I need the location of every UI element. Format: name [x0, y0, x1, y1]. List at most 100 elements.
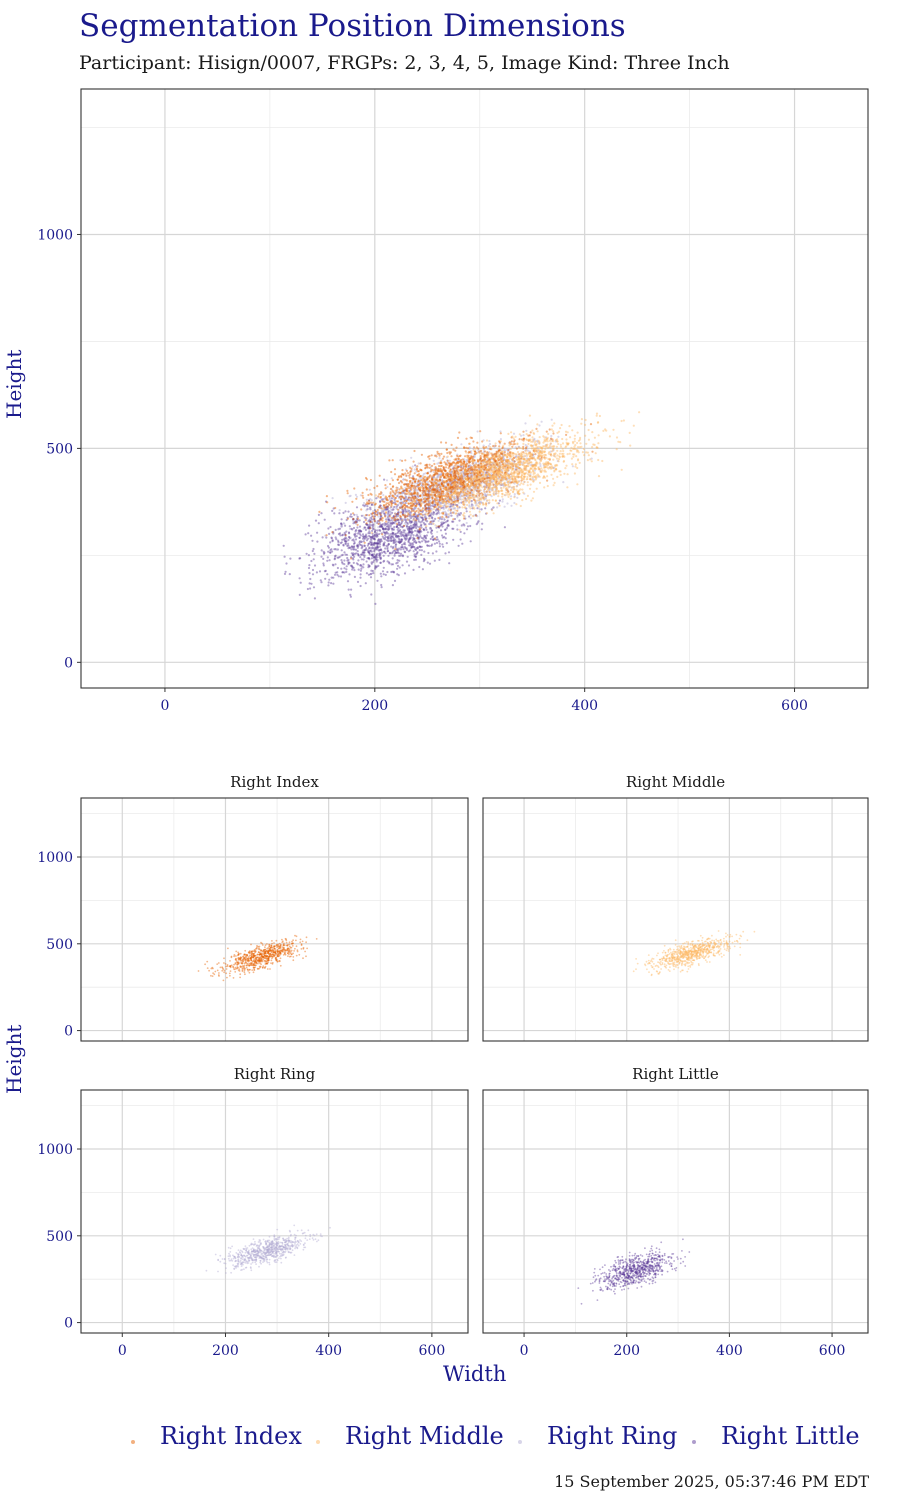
data-point	[410, 531, 413, 534]
data-point	[425, 503, 428, 506]
data-point	[394, 492, 397, 495]
data-point	[423, 523, 426, 526]
data-point	[435, 536, 439, 539]
data-point	[337, 556, 340, 559]
data-point	[438, 542, 441, 545]
data-point	[331, 497, 334, 500]
data-point	[512, 437, 515, 440]
data-point	[304, 533, 307, 536]
data-point	[338, 512, 341, 515]
data-point	[481, 453, 484, 456]
data-point	[417, 511, 420, 514]
data-point	[356, 563, 360, 566]
data-point	[436, 450, 439, 453]
data-point	[384, 528, 387, 531]
data-point	[355, 518, 358, 521]
data-point	[428, 457, 431, 460]
data-point	[369, 478, 372, 482]
data-point	[410, 488, 413, 491]
data-point	[386, 507, 389, 510]
data-point	[444, 462, 447, 465]
data-point	[399, 491, 402, 494]
data-point	[347, 588, 350, 591]
data-point	[424, 515, 427, 518]
data-point	[557, 435, 560, 438]
data-point	[433, 507, 436, 510]
data-point	[381, 570, 385, 573]
data-point	[474, 447, 477, 450]
data-point	[379, 561, 382, 565]
data-point	[480, 492, 483, 495]
data-point	[350, 545, 353, 548]
data-point	[375, 566, 378, 569]
data-point	[371, 536, 374, 540]
data-point	[347, 510, 350, 513]
data-point	[348, 546, 351, 549]
data-point	[326, 501, 329, 504]
data-point	[401, 520, 404, 523]
data-point	[423, 490, 426, 493]
data-point	[382, 510, 385, 513]
data-point	[366, 501, 369, 504]
data-point	[448, 507, 451, 510]
data-point	[378, 493, 381, 496]
data-point	[492, 445, 495, 448]
data-point	[312, 586, 316, 589]
data-point	[378, 505, 381, 508]
data-point	[472, 449, 475, 452]
data-point	[377, 495, 380, 498]
data-point	[322, 552, 326, 555]
data-point	[499, 438, 502, 441]
data-point	[358, 541, 361, 544]
data-point	[417, 513, 420, 516]
data-point	[525, 429, 528, 432]
data-point	[408, 486, 411, 489]
data-point	[480, 508, 483, 511]
data-point	[444, 441, 448, 444]
data-point	[462, 517, 466, 520]
data-point	[524, 422, 527, 425]
data-point	[477, 520, 480, 523]
data-point	[498, 504, 501, 507]
data-point	[507, 432, 510, 435]
data-point	[360, 565, 363, 568]
data-point	[319, 579, 322, 582]
data-point	[372, 537, 375, 540]
data-point	[436, 530, 439, 534]
data-point	[387, 540, 390, 543]
data-point	[344, 510, 347, 513]
data-point	[434, 503, 437, 506]
data-point	[426, 513, 429, 517]
data-point	[483, 485, 486, 488]
data-point	[439, 460, 442, 463]
data-point	[367, 526, 370, 529]
data-point	[430, 512, 433, 515]
data-point	[356, 545, 359, 548]
data-point	[441, 521, 444, 524]
data-point	[311, 573, 315, 576]
data-point	[589, 458, 592, 461]
data-point	[346, 556, 349, 560]
data-point	[318, 510, 321, 513]
data-point	[421, 482, 425, 485]
data-point	[334, 506, 337, 510]
data-point	[375, 554, 378, 557]
data-point	[392, 541, 395, 545]
data-point	[392, 515, 395, 518]
data-point	[377, 541, 380, 544]
data-point	[404, 483, 407, 486]
data-point	[334, 571, 337, 574]
data-point	[561, 442, 565, 445]
data-point	[403, 500, 406, 503]
data-point	[369, 501, 373, 504]
data-point	[354, 538, 358, 541]
data-point	[367, 532, 370, 535]
data-point	[420, 549, 423, 552]
data-point	[390, 505, 393, 508]
data-point	[366, 527, 369, 530]
data-point	[427, 540, 430, 543]
data-point	[359, 556, 362, 559]
data-point	[317, 513, 320, 517]
data-point	[438, 452, 441, 455]
data-point	[503, 493, 506, 497]
